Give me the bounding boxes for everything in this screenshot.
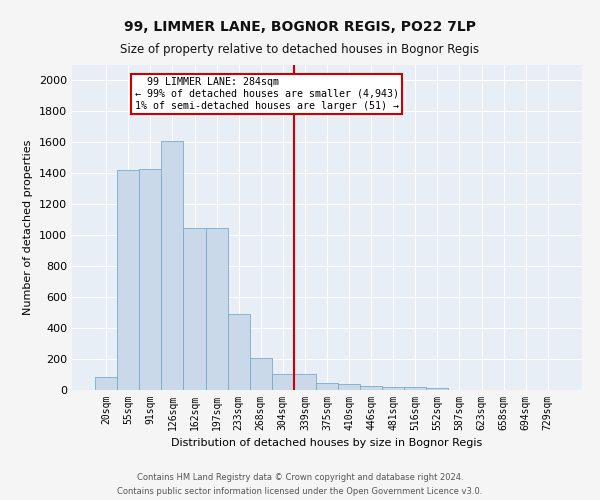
Bar: [117, 170, 139, 390]
Bar: [404, 387, 427, 390]
Y-axis label: Number of detached properties: Number of detached properties: [23, 140, 34, 315]
Text: Contains public sector information licensed under the Open Government Licence v3: Contains public sector information licen…: [118, 486, 482, 496]
Bar: [360, 386, 382, 390]
Text: Contains HM Land Registry data © Crown copyright and database right 2024.: Contains HM Land Registry data © Crown c…: [137, 473, 463, 482]
Bar: [206, 228, 227, 390]
Text: 99, LIMMER LANE, BOGNOR REGIS, PO22 7LP: 99, LIMMER LANE, BOGNOR REGIS, PO22 7LP: [124, 20, 476, 34]
Bar: [338, 384, 360, 390]
Text: Size of property relative to detached houses in Bognor Regis: Size of property relative to detached ho…: [121, 42, 479, 56]
Bar: [184, 228, 206, 390]
Text: 99 LIMMER LANE: 284sqm
← 99% of detached houses are smaller (4,943)
1% of semi-d: 99 LIMMER LANE: 284sqm ← 99% of detached…: [135, 78, 399, 110]
Bar: [95, 377, 117, 390]
Bar: [382, 387, 404, 390]
Bar: [294, 374, 316, 390]
Bar: [427, 388, 448, 390]
Bar: [316, 383, 338, 390]
Bar: [139, 170, 161, 390]
Bar: [272, 374, 294, 390]
Bar: [250, 358, 272, 390]
Bar: [161, 141, 184, 390]
X-axis label: Distribution of detached houses by size in Bognor Regis: Distribution of detached houses by size …: [172, 438, 482, 448]
Bar: [227, 314, 250, 390]
